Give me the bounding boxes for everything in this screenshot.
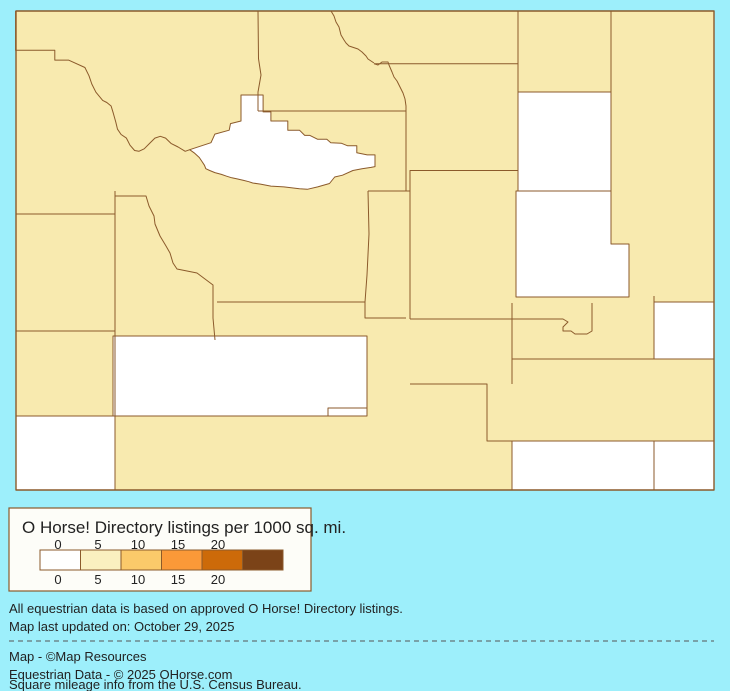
svg-text:20: 20: [211, 572, 225, 587]
svg-text:O Horse! Directory listings pe: O Horse! Directory listings per 1000 sq.…: [22, 518, 346, 537]
svg-text:Map - ©Map Resources: Map - ©Map Resources: [9, 649, 147, 664]
svg-text:0: 0: [54, 572, 61, 587]
svg-text:All equestrian data is based o: All equestrian data is based on approved…: [9, 601, 403, 616]
svg-text:5: 5: [94, 572, 101, 587]
svg-text:Map last updated on: October 2: Map last updated on: October 29, 2025: [9, 619, 235, 634]
svg-text:15: 15: [171, 572, 185, 587]
svg-text:10: 10: [131, 572, 145, 587]
svg-text:Square mileage info from the U: Square mileage info from the U.S. Census…: [9, 677, 302, 691]
